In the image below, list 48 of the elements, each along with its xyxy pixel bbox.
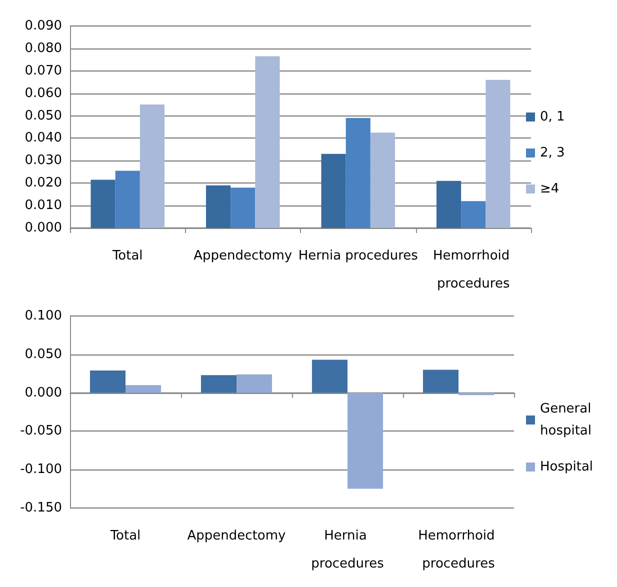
bar (436, 180, 462, 228)
y-tick-label: 0.080 (24, 40, 62, 56)
legend-label: Hospital (540, 460, 594, 474)
bar (90, 180, 116, 228)
bar (206, 185, 231, 228)
legend-label: General hospital (540, 402, 596, 438)
bar (115, 170, 140, 228)
legend-label: ≥4 (540, 182, 560, 196)
y-tick-label: 0.050 (24, 108, 62, 124)
y-tick-label: 0.050 (24, 346, 62, 362)
x-tick-label: Hernia procedures (311, 528, 384, 572)
bar (230, 188, 256, 228)
bar (346, 118, 370, 228)
x-tick-label: Total (109, 528, 141, 544)
bar (126, 385, 162, 393)
y-tick-label: -0.050 (20, 424, 62, 439)
bar (236, 374, 272, 393)
bar (486, 80, 510, 228)
x-tick-label: Appendectomy (194, 248, 292, 264)
bar (461, 201, 486, 228)
legend-label: 2, 3 (540, 146, 565, 160)
bar (321, 154, 346, 228)
y-tick-label: 0.000 (24, 385, 62, 400)
y-tick-label: 0.010 (24, 198, 62, 214)
bar (140, 104, 165, 228)
y-tick-label: 0.030 (24, 153, 62, 168)
bar (422, 370, 458, 393)
y-tick-label: 0.090 (24, 18, 62, 34)
bar (255, 56, 280, 228)
bar (90, 370, 126, 393)
y-tick-label: 0.020 (24, 176, 62, 191)
y-tick-label: 0.040 (24, 130, 62, 146)
bar (200, 375, 236, 393)
x-tick-label: Hemorrhoid procedures (432, 248, 514, 292)
bar (312, 360, 348, 393)
x-tick-label: Hemorrhoid procedures (418, 528, 499, 572)
x-tick-label: Hernia procedures (298, 248, 418, 264)
y-tick-label: -0.150 (20, 500, 62, 516)
y-tick-label: 0.100 (24, 308, 62, 324)
y-tick-label: 0.070 (24, 63, 62, 78)
y-tick-label: -0.100 (20, 462, 62, 478)
bar (348, 392, 384, 489)
x-tick-label: Appendectomy (187, 528, 286, 544)
y-tick-label: 0.000 (24, 220, 62, 236)
bar (370, 132, 396, 228)
x-tick-label: Total (111, 248, 143, 264)
y-tick-label: 0.060 (24, 86, 62, 101)
legend-label: 0, 1 (540, 110, 565, 124)
